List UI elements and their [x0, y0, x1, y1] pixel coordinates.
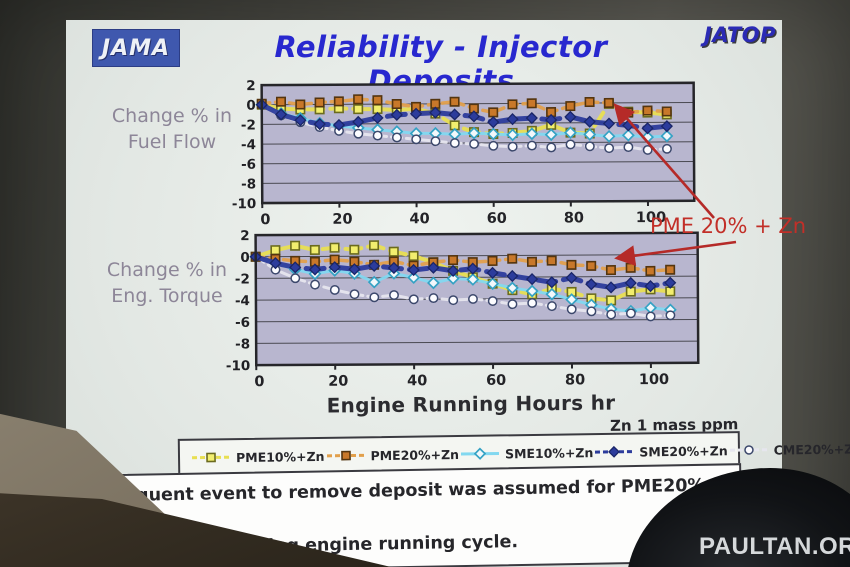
legend-marker-icon — [460, 447, 500, 460]
svg-text:-10: -10 — [232, 196, 256, 212]
jama-logo: JAMA — [92, 29, 180, 67]
svg-text:0: 0 — [240, 250, 249, 266]
fuel-flow-chart: 20-2-4-6-8-100 20 40 60 80 100 — [232, 78, 696, 228]
legend-item-pme20zn: PME20%+Zn — [324, 446, 459, 464]
eng-torque-axis-label: Change % in Eng. Torque — [106, 259, 228, 307]
svg-text:2: 2 — [246, 78, 255, 94]
svg-text:40: 40 — [409, 211, 429, 227]
legend-marker-icon — [326, 450, 365, 461]
svg-text:0: 0 — [246, 98, 255, 114]
slide-title: Reliability - Injector Deposits — [274, 30, 608, 98]
legend-item-sme10zn: SME10%+Zn — [459, 444, 594, 462]
svg-text:-6: -6 — [241, 157, 256, 173]
legend-label: PME10%+Zn — [235, 448, 325, 465]
svg-text:20: 20 — [332, 212, 352, 228]
svg-text:-8: -8 — [241, 176, 256, 192]
x-axis-title: Engine Running Hours hr — [326, 390, 616, 418]
svg-text:60: 60 — [486, 373, 506, 389]
svg-text:-8: -8 — [235, 336, 250, 352]
watermark: PAULTAN.ORG — [699, 533, 850, 560]
eng-torque-chart: 20-2-4-6-8-100 20 40 60 80 100 — [226, 228, 700, 390]
legend-label: SME10%+Zn — [504, 444, 594, 461]
svg-text:-4: -4 — [241, 137, 256, 153]
svg-text:0: 0 — [254, 374, 264, 390]
svg-text:80: 80 — [565, 372, 585, 388]
legend-marker-icon — [595, 445, 634, 458]
svg-text:-4: -4 — [235, 293, 250, 309]
svg-text:20: 20 — [328, 374, 348, 390]
fuel-flow-axis-label: Change % in Fuel Flow — [111, 105, 233, 153]
svg-text:40: 40 — [407, 373, 427, 389]
annotation-label: PME 20% + Zn — [650, 214, 807, 238]
svg-text:2: 2 — [240, 228, 249, 244]
legend-item-pme10zn: PME10%+Zn — [190, 448, 325, 466]
bullet-icon: • — [91, 486, 103, 507]
svg-text:-6: -6 — [235, 315, 250, 331]
legend-marker-icon — [729, 445, 768, 455]
svg-text:0: 0 — [260, 212, 270, 228]
svg-text:100: 100 — [639, 372, 669, 388]
svg-text:-2: -2 — [241, 117, 256, 133]
legend-label: PME20%+Zn — [370, 446, 460, 463]
svg-text:-2: -2 — [235, 271, 250, 287]
legend-marker-icon — [192, 452, 231, 463]
legend-item-cme20zn: CME20%+Zn — [728, 440, 850, 458]
jatop-logo: JATOP — [703, 23, 776, 47]
presentation-slide: JAMA Reliability - Injector Deposits JAT… — [66, 20, 850, 567]
svg-text:-10: -10 — [226, 358, 250, 374]
svg-text:80: 80 — [564, 210, 584, 226]
legend-item-sme20zn: SME20%+Zn — [593, 442, 728, 460]
legend-label: CME20%+Zn — [773, 440, 850, 458]
legend-label: SME20%+Zn — [639, 442, 728, 459]
svg-text:60: 60 — [487, 211, 507, 227]
